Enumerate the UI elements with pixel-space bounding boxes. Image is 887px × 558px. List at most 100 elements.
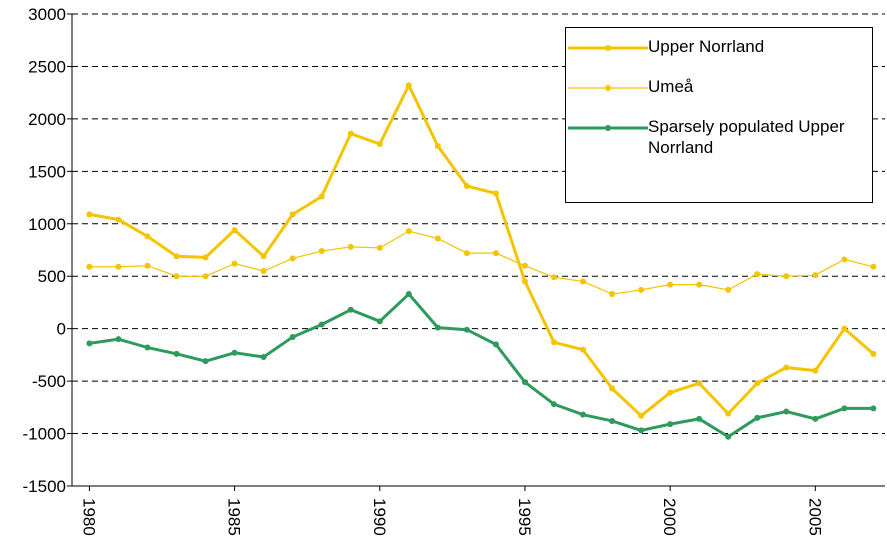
data-point (754, 380, 761, 387)
data-point (115, 263, 122, 270)
data-point (434, 324, 441, 331)
data-point (434, 235, 441, 242)
data-point (173, 350, 180, 357)
x-tick-label: 1995 (515, 498, 534, 536)
data-point (638, 427, 645, 434)
y-tick-label: 1000 (28, 215, 66, 234)
data-point (550, 274, 557, 281)
data-point (144, 262, 151, 269)
series-line (89, 230, 874, 295)
data-point (725, 286, 732, 293)
legend-label: Sparsely populated Upper Norrland (648, 117, 845, 157)
data-point (347, 306, 354, 313)
data-point (580, 278, 587, 285)
legend-marker (605, 85, 611, 91)
data-point (463, 250, 470, 257)
data-point (754, 271, 761, 278)
data-point (667, 389, 674, 396)
x-tick-label: 2000 (660, 498, 679, 536)
x-tick-label: 1990 (370, 498, 389, 536)
data-point (725, 410, 732, 417)
data-point (870, 405, 877, 412)
data-point (86, 263, 93, 270)
data-point (318, 193, 325, 200)
legend-label: Umeå (648, 77, 694, 96)
data-point (812, 415, 819, 422)
legend-swatch (568, 125, 648, 131)
data-point (260, 353, 267, 360)
data-point (289, 211, 296, 218)
data-point (609, 417, 616, 424)
data-point (580, 411, 587, 418)
data-point (492, 341, 499, 348)
data-point (173, 253, 180, 260)
legend-entry: Umeå (568, 76, 872, 98)
data-point (696, 380, 703, 387)
data-point (841, 325, 848, 332)
data-point (318, 321, 325, 328)
data-point (318, 248, 325, 255)
y-tick-label: 0 (57, 320, 66, 339)
legend-marker (605, 125, 611, 131)
legend-marker (605, 45, 611, 51)
data-point (115, 336, 122, 343)
legend-entry: Upper Norrland (568, 36, 872, 58)
data-point (492, 250, 499, 257)
series-line (89, 291, 874, 439)
data-point (405, 82, 412, 89)
data-point (492, 190, 499, 197)
x-tick-label: 1985 (225, 498, 244, 536)
data-point (202, 358, 209, 365)
data-point (347, 243, 354, 250)
data-point (115, 216, 122, 223)
y-tick-label: 1500 (28, 162, 66, 181)
data-point (376, 141, 383, 148)
data-point (86, 340, 93, 347)
data-point (463, 326, 470, 333)
data-point (609, 385, 616, 392)
data-point (260, 253, 267, 260)
data-point (841, 405, 848, 412)
x-tick-label: 1980 (79, 498, 98, 536)
data-point (521, 379, 528, 386)
y-tick-label: 3000 (28, 5, 66, 24)
data-point (202, 273, 209, 280)
legend-swatch (568, 85, 648, 91)
data-point (638, 412, 645, 419)
y-tick-label: -500 (32, 372, 66, 391)
x-tick-label: 2005 (805, 498, 824, 536)
data-point (463, 183, 470, 190)
data-point (609, 291, 616, 298)
data-point (347, 130, 354, 137)
series-line (89, 81, 875, 418)
data-point (696, 281, 703, 288)
data-point (260, 267, 267, 274)
data-point (521, 278, 528, 285)
legend: Upper Norrland Umeå Sparsely populated Upp… (565, 27, 873, 203)
data-point (376, 318, 383, 325)
data-point (667, 281, 674, 288)
data-point (231, 349, 238, 356)
data-point (783, 273, 790, 280)
y-tick-label: -1000 (23, 425, 66, 444)
data-point (231, 227, 238, 234)
data-point (812, 367, 819, 374)
data-point (86, 211, 93, 218)
data-point (231, 260, 238, 267)
data-point (754, 414, 761, 421)
data-point (696, 415, 703, 422)
data-point (144, 233, 151, 240)
data-point (550, 339, 557, 346)
data-point (434, 143, 441, 150)
data-point (841, 256, 848, 263)
legend-label: Upper Norrland (648, 37, 765, 56)
y-tick-label: 500 (38, 267, 66, 286)
legend-entry: Sparsely populated Upper Norrland (568, 116, 872, 158)
data-point (580, 346, 587, 353)
y-tick-label: -1500 (23, 477, 66, 496)
data-point (202, 254, 209, 261)
data-point (289, 334, 296, 341)
data-point (173, 273, 180, 280)
